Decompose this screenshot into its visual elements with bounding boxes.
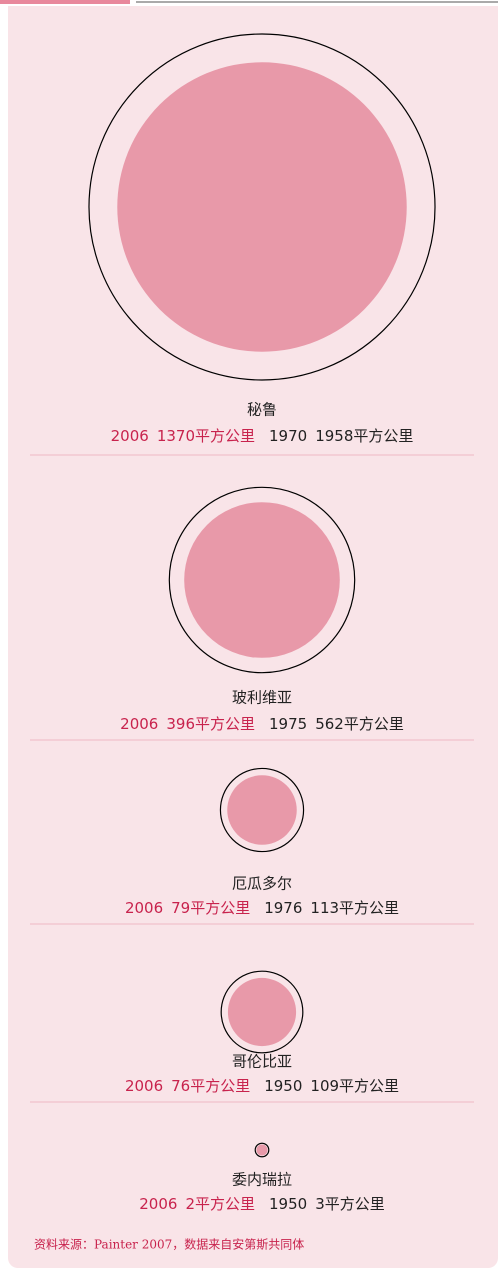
new-year: 2006 xyxy=(125,1077,163,1095)
old-area-circle xyxy=(220,970,304,1054)
glacier-country: 秘鲁 xyxy=(247,401,277,419)
new-area-circle xyxy=(184,502,340,658)
new-area-label: 2平方公里 xyxy=(185,1195,255,1213)
old-area-circle xyxy=(254,1142,270,1158)
old-area-circle xyxy=(88,33,436,381)
new-area-label: 76平方公里 xyxy=(171,1077,250,1095)
new-area-label: 1370平方公里 xyxy=(157,427,255,445)
new-area-circle xyxy=(256,1144,268,1156)
old-year: 1976 xyxy=(264,899,302,917)
panel-top xyxy=(8,6,498,26)
glacier-country: 委内瑞拉 xyxy=(232,1171,292,1189)
old-year: 1950 xyxy=(264,1077,302,1095)
old-year: 1950 xyxy=(269,1195,307,1213)
glacier-country: 玻利维亚 xyxy=(232,689,292,707)
old-area-label: 109平方公里 xyxy=(310,1077,399,1095)
area-values: 2006 79平方公里 1976 113平方公里 xyxy=(125,899,399,917)
old-year: 1975 xyxy=(269,715,307,733)
new-year: 2006 xyxy=(139,1195,177,1213)
new-area-circle xyxy=(227,977,297,1047)
old-area-circle xyxy=(168,486,356,674)
new-year: 2006 xyxy=(111,427,149,445)
old-area-circle xyxy=(219,767,305,853)
top-rule xyxy=(136,1,498,3)
new-area-circle xyxy=(117,62,407,352)
new-area-circle xyxy=(227,775,297,845)
area-values: 2006 1370平方公里 1970 1958平方公里 xyxy=(111,427,414,445)
new-year: 2006 xyxy=(120,715,158,733)
area-values: 2006 396平方公里 1975 562平方公里 xyxy=(120,715,404,733)
old-area-label: 113平方公里 xyxy=(310,899,399,917)
glacier-country: 厄瓜多尔 xyxy=(232,875,292,893)
area-values: 2006 2平方公里 1950 3平方公里 xyxy=(139,1195,384,1213)
old-area-label: 562平方公里 xyxy=(315,715,404,733)
glacier-country: 哥伦比亚 xyxy=(232,1053,292,1071)
top-tab xyxy=(0,0,130,4)
new-year: 2006 xyxy=(125,899,163,917)
area-values: 2006 76平方公里 1950 109平方公里 xyxy=(125,1077,399,1095)
new-area-label: 396平方公里 xyxy=(166,715,255,733)
old-area-label: 1958平方公里 xyxy=(315,427,413,445)
source: 资料来源：Painter 2007，数据来自安第斯共同体 xyxy=(34,1237,304,1252)
old-year: 1970 xyxy=(269,427,307,445)
old-area-label: 3平方公里 xyxy=(315,1195,385,1213)
new-area-label: 79平方公里 xyxy=(171,899,250,917)
